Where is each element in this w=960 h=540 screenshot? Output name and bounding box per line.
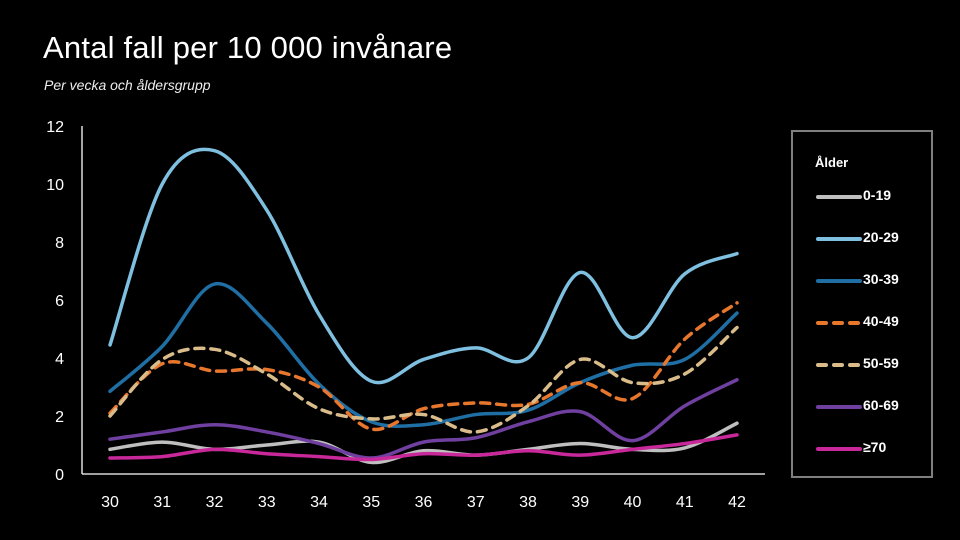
legend-item: 40-49 (815, 313, 925, 333)
y-tick-label: 2 (55, 409, 64, 426)
x-tick-label: 42 (728, 494, 746, 511)
legend-label: 20-29 (863, 229, 899, 245)
y-tick-label: 8 (55, 235, 64, 252)
legend-swatch (816, 321, 862, 325)
y-tick-label: 4 (55, 351, 64, 368)
legend-swatch (816, 363, 862, 367)
legend: Ålder 0-19 20-29 30-39 40-49 50-59 60-69 ≥70 (791, 130, 933, 478)
x-tick-label: 39 (571, 494, 589, 511)
y-tick-label: 6 (55, 293, 64, 310)
x-tick-label: 31 (153, 494, 171, 511)
legend-item: 50-59 (815, 355, 925, 375)
x-tick-label: 37 (467, 494, 485, 511)
legend-swatch (816, 405, 862, 409)
legend-label: 30-39 (863, 271, 899, 287)
legend-swatch (816, 447, 862, 451)
legend-label: 0-19 (863, 187, 892, 203)
legend-item: 60-69 (815, 397, 925, 417)
legend-label: ≥70 (863, 439, 887, 455)
series-line-≥70 (108, 433, 739, 462)
x-tick-label: 30 (101, 494, 119, 511)
x-tick-labels: 30 31 32 33 34 35 36 37 38 39 40 41 42 (101, 494, 746, 511)
chart-title: Antal fall per 10 000 invånare (43, 30, 453, 65)
y-tick-label: 10 (46, 177, 64, 194)
legend-label: 50-59 (863, 355, 899, 371)
series-lines (108, 147, 739, 465)
x-tick-label: 33 (258, 494, 276, 511)
legend-item: 0-19 (815, 187, 925, 207)
legend-label: 40-49 (863, 313, 899, 329)
series-line-30-39 (108, 282, 739, 428)
x-tick-label: 40 (624, 494, 642, 511)
legend-item: ≥70 (815, 439, 925, 459)
legend-item: 20-29 (815, 229, 925, 249)
legend-item: 30-39 (815, 271, 925, 291)
x-tick-label: 41 (676, 494, 694, 511)
y-tick-label: 0 (55, 467, 64, 484)
y-tick-label: 12 (46, 119, 64, 136)
legend-swatch (816, 279, 862, 283)
series-line-50-59 (108, 325, 739, 434)
legend-label: 60-69 (863, 397, 899, 413)
series-line-60-69 (108, 378, 739, 460)
x-tick-label: 38 (519, 494, 537, 511)
x-tick-label: 34 (310, 494, 328, 511)
chart-subtitle: Per vecka och åldersgrupp (44, 77, 211, 93)
legend-title: Ålder (815, 155, 849, 170)
x-tick-label: 32 (206, 494, 224, 511)
y-tick-labels: 0 2 4 6 8 10 12 (46, 119, 64, 484)
axes (81, 126, 765, 475)
legend-swatch (816, 237, 862, 241)
x-tick-label: 36 (415, 494, 433, 511)
series-line-40-49 (108, 301, 739, 432)
x-tick-label: 35 (362, 494, 380, 511)
series-line-20-29 (108, 147, 739, 385)
legend-swatch (816, 195, 862, 199)
